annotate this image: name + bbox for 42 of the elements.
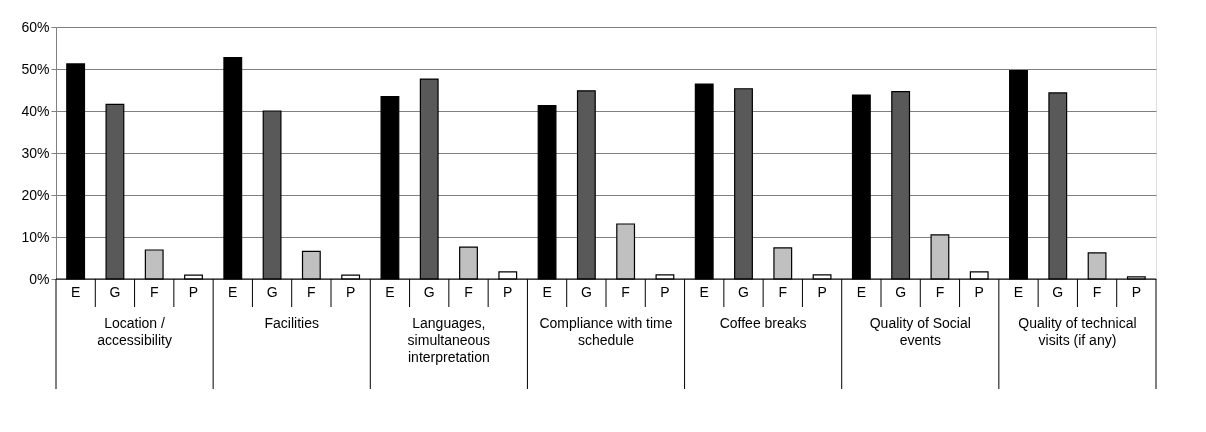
x-tick-label: P	[817, 284, 827, 300]
x-tick-label: G	[109, 284, 121, 300]
y-tick-label: 0%	[29, 270, 50, 287]
x-tick-label: P	[660, 284, 670, 300]
text: Languages, simultaneous interpretation	[407, 315, 491, 365]
x-tick-label: P	[974, 284, 984, 300]
y-tick-label: 10%	[21, 228, 50, 245]
x-tick-label: E	[1013, 284, 1024, 300]
x-tick-label: G	[1052, 284, 1064, 300]
x-tick-label: G	[423, 284, 435, 300]
x-tick-label: P	[1131, 284, 1142, 300]
x-tick-label: F	[464, 284, 473, 300]
text: Facilities	[264, 315, 319, 331]
x-tick-label: F	[935, 284, 945, 300]
x-tick-label: F	[621, 284, 630, 300]
text: Compliance with time schedule	[539, 315, 673, 348]
text: Quality of technical visits (if any)	[1018, 315, 1137, 348]
x-tick-label: F	[1092, 284, 1102, 300]
x-tick-label: E	[70, 284, 81, 300]
x-tick-label: G	[738, 284, 749, 300]
x-tick-label: F	[778, 284, 788, 300]
x-tick-label: P	[188, 284, 199, 300]
y-tick-label: 60%	[21, 18, 50, 35]
y-tick-label: 30%	[21, 144, 50, 161]
y-tick-label: 40%	[21, 102, 50, 119]
x-tick-label: P	[345, 284, 356, 300]
y-tick-label: 20%	[21, 186, 50, 203]
x-tick-label: E	[699, 284, 709, 300]
text: Location / accessibility	[97, 315, 172, 348]
y-tick-label: 50%	[21, 60, 50, 77]
x-tick-label: F	[307, 284, 316, 300]
x-tick-label: G	[266, 284, 278, 300]
text: Coffee breaks	[719, 315, 807, 331]
x-tick-label: F	[149, 284, 159, 300]
x-tick-label: G	[580, 284, 592, 300]
x-tick-label: E	[856, 284, 867, 300]
x-tick-label: E	[385, 284, 395, 300]
x-tick-label: E	[542, 284, 552, 300]
text: Quality of Social events	[869, 315, 971, 348]
x-tick-label: E	[228, 284, 238, 300]
x-tick-label: P	[503, 284, 513, 300]
x-tick-label: G	[895, 284, 907, 300]
